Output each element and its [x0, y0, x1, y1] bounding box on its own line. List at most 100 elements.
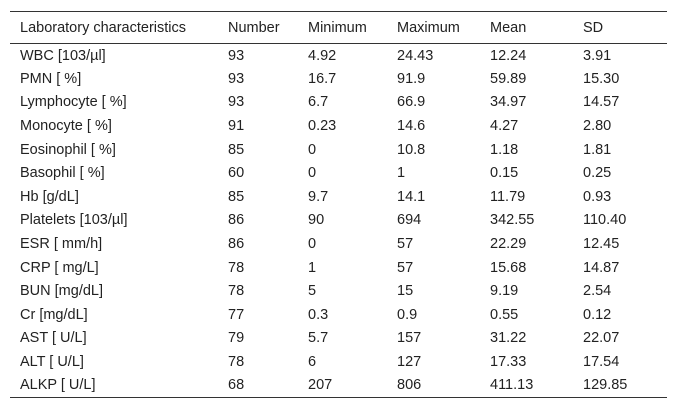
table-cell: Platelets [103/µl]: [20, 212, 128, 229]
table-row: Hb [g/dL] 85 9.7 14.1 11.79 0.93: [10, 185, 667, 209]
table-cell: ALT [ U/L]: [20, 354, 84, 371]
table-cell: 16.7: [308, 70, 337, 87]
table-cell: 14.6: [397, 118, 426, 135]
table-row: BUN [mg/dL] 78 5 15 9.19 2.54: [10, 279, 667, 303]
table-cell: 22.07: [583, 330, 620, 347]
table-cell: 12.24: [490, 47, 527, 64]
table-row: Lymphocyte [ %] 93 6.7 66.9 34.97 14.57: [10, 91, 667, 115]
column-header: Laboratory characteristics: [20, 19, 187, 36]
table-cell: 17.33: [490, 354, 527, 371]
table-cell: 57: [397, 259, 414, 276]
table-cell: 86: [228, 212, 245, 229]
table-cell: 14.87: [583, 259, 620, 276]
table-cell: 15: [397, 283, 414, 300]
table-cell: 0.9: [397, 306, 418, 323]
table-cell: 0: [308, 141, 317, 158]
table-cell: 57: [397, 236, 414, 253]
table-cell: 0.25: [583, 165, 612, 182]
table-cell: CRP [ mg/L]: [20, 259, 99, 276]
table-cell: 0.23: [308, 118, 337, 135]
table-cell: Eosinophil [ %]: [20, 141, 116, 158]
table-cell: 2.54: [583, 283, 612, 300]
table-cell: 86: [228, 236, 245, 253]
table-cell: 1: [308, 259, 317, 276]
table-cell: ESR [ mm/h]: [20, 236, 103, 253]
table-cell: Monocyte [ %]: [20, 118, 112, 135]
column-header: Minimum: [308, 19, 367, 36]
table-cell: 85: [228, 141, 245, 158]
table-cell: WBC [103/µl]: [20, 47, 106, 64]
table-cell: 129.85: [583, 377, 628, 394]
table-cell: 5: [308, 283, 317, 300]
table-cell: 10.8: [397, 141, 426, 158]
table-row: Platelets [103/µl] 86 90 694 342.55 110.40: [10, 209, 667, 233]
table-cell: 66.9: [397, 94, 426, 111]
table-cell: 1.18: [490, 141, 519, 158]
table-cell: Lymphocyte [ %]: [20, 94, 127, 111]
table-cell: BUN [mg/dL]: [20, 283, 103, 300]
table-cell: 411.13: [490, 377, 534, 394]
table-cell: 4.92: [308, 47, 337, 64]
table-cell: 17.54: [583, 354, 620, 371]
table-cell: 1: [397, 165, 406, 182]
table-row: ALKP [ U/L] 68 207 806 411.13 129.85: [10, 374, 667, 398]
table-cell: 12.45: [583, 236, 620, 253]
table-cell: 5.7: [308, 330, 329, 347]
table-cell: 127: [397, 354, 422, 371]
table-cell: PMN [ %]: [20, 70, 82, 87]
table-cell: 342.55: [490, 212, 535, 229]
table-row: CRP [ mg/L] 78 1 57 15.68 14.87: [10, 256, 667, 280]
table-row: Monocyte [ %] 91 0.23 14.6 4.27 2.80: [10, 114, 667, 138]
table-cell: 14.1: [397, 188, 426, 205]
table-cell: 0: [308, 165, 317, 182]
table-cell: 15.30: [583, 70, 620, 87]
table-cell: 110.40: [583, 212, 627, 229]
table-cell: 0.55: [490, 306, 519, 323]
column-header: Mean: [490, 19, 527, 36]
table-cell: 2.80: [583, 118, 612, 135]
table-cell: 4.27: [490, 118, 519, 135]
table-cell: ALKP [ U/L]: [20, 377, 96, 394]
table-cell: 93: [228, 47, 245, 64]
table-cell: 14.57: [583, 94, 620, 111]
table-cell: 60: [228, 165, 245, 182]
table-cell: 157: [397, 330, 422, 347]
table-row: ALT [ U/L] 78 6 127 17.33 17.54: [10, 350, 667, 374]
data-table: Laboratory characteristics Number Minimum M…: [10, 11, 667, 398]
table-cell: 91: [228, 118, 245, 135]
table-cell: 24.43: [397, 47, 434, 64]
table-row: ESR [ mm/h] 86 0 57 22.29 12.45: [10, 232, 667, 256]
table-header: Laboratory characteristics Number Minimum M…: [10, 11, 667, 44]
table-body: WBC [103/µl] 93 4.92 24.43 12.24 3.91 PMN [ %]…: [10, 44, 667, 398]
table-cell: 93: [228, 70, 245, 87]
header-row: Laboratory characteristics Number Minimum M…: [10, 11, 667, 44]
table-cell: 9.7: [308, 188, 329, 205]
table-cell: Basophil [ %]: [20, 165, 105, 182]
table-cell: 806: [397, 377, 422, 394]
table-cell: 207: [308, 377, 333, 394]
table-cell: 31.22: [490, 330, 527, 347]
table-cell: 79: [228, 330, 245, 347]
table-cell: 78: [228, 283, 245, 300]
column-header: Maximum: [397, 19, 460, 36]
table-row: WBC [103/µl] 93 4.92 24.43 12.24 3.91: [10, 44, 667, 68]
table-cell: 78: [228, 354, 245, 371]
table-row: Eosinophil [ %] 85 0 10.8 1.18 1.81: [10, 138, 667, 162]
table-cell: 6: [308, 354, 317, 371]
table-cell: 85: [228, 188, 245, 205]
table-cell: 3.91: [583, 47, 612, 64]
table-cell: 90: [308, 212, 325, 229]
table-cell: 78: [228, 259, 245, 276]
table-cell: 22.29: [490, 236, 527, 253]
table-cell: 0.3: [308, 306, 329, 323]
table-cell: 77: [228, 306, 245, 323]
table-cell: 93: [228, 94, 245, 111]
table-cell: 6.7: [308, 94, 329, 111]
table-cell: 11.79: [490, 188, 526, 205]
table-cell: 0.93: [583, 188, 612, 205]
table-cell: Hb [g/dL]: [20, 188, 79, 205]
column-header: Number: [228, 19, 280, 36]
table-cell: AST [ U/L]: [20, 330, 87, 347]
table-cell: 15.68: [490, 259, 527, 276]
